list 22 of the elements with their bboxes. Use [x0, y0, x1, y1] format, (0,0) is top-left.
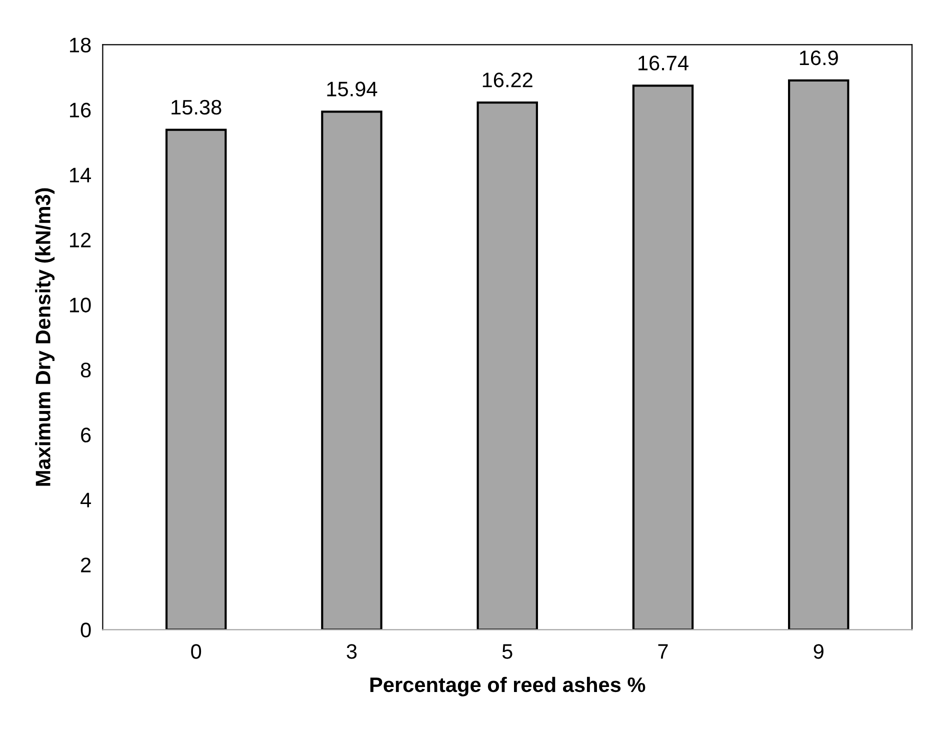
y-tick-label: 12	[70, 232, 91, 248]
y-tick-label: 18	[70, 38, 91, 52]
data-label: 16.9	[800, 50, 838, 66]
y-tick-label: 8	[80, 362, 91, 378]
y-tick-label: 6	[81, 428, 91, 442]
x-tick-label: 7	[658, 644, 668, 659]
y-axis-title: Maximum Dry Density (kN/m3)	[35, 188, 55, 486]
y-tick-label: 0	[80, 622, 91, 638]
data-label: 16.74	[638, 56, 688, 70]
data-label: 15.38	[172, 100, 222, 115]
data-label: 15.94	[327, 82, 378, 96]
y-tick-label: 16	[70, 102, 91, 118]
x-tick-label: 0	[191, 644, 202, 659]
y-tick-label: 14	[70, 168, 91, 182]
y-tick-label: 4	[80, 492, 91, 508]
x-tick-label: 3	[346, 644, 357, 659]
data-label: 16.22	[482, 72, 532, 88]
x-tick-label: 5	[502, 644, 512, 659]
y-tick-label: 2	[81, 558, 91, 572]
x-axis-title: Percentage of reed ashes %	[370, 676, 646, 696]
y-tick-label: 10	[70, 298, 91, 312]
x-tick-label: 9	[814, 644, 824, 659]
